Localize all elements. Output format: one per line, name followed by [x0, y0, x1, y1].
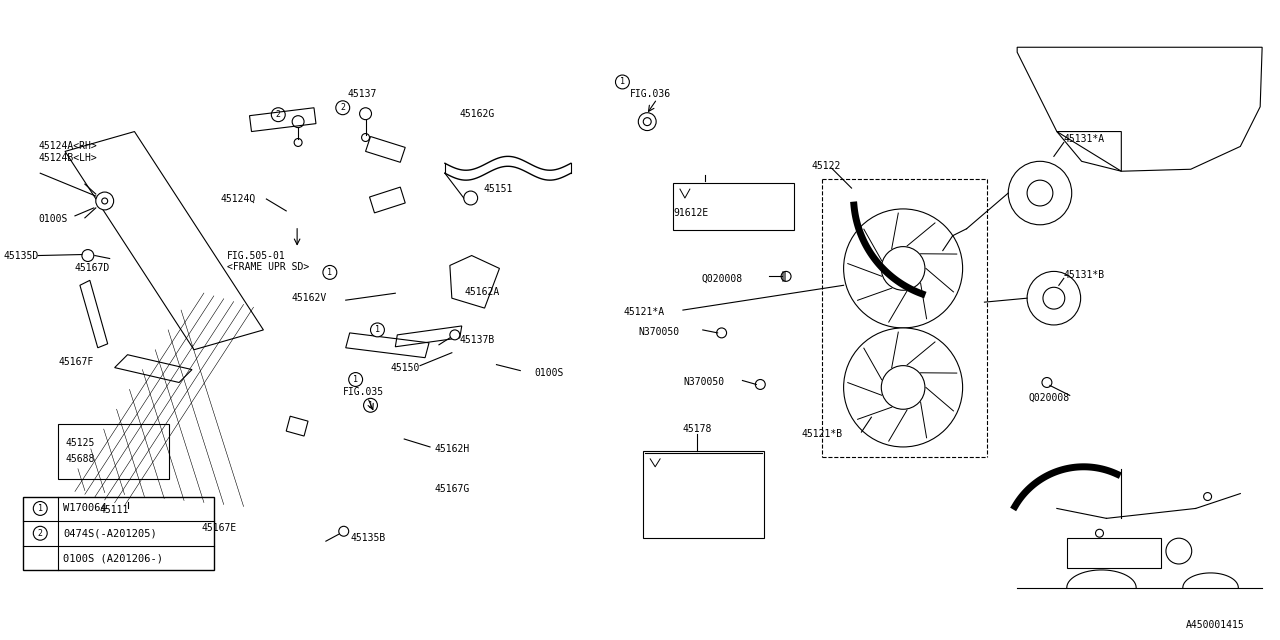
Circle shape: [294, 138, 302, 147]
Circle shape: [1043, 287, 1065, 309]
Circle shape: [616, 75, 630, 89]
Text: <FRAME UPR SD>: <FRAME UPR SD>: [227, 262, 308, 273]
Circle shape: [844, 328, 963, 447]
Circle shape: [639, 113, 657, 131]
Text: A450001415: A450001415: [1187, 620, 1245, 630]
Text: 45178: 45178: [682, 424, 712, 434]
Text: 45162H: 45162H: [435, 444, 470, 454]
Text: 45167F: 45167F: [58, 356, 93, 367]
Bar: [23, 497, 214, 570]
Circle shape: [82, 250, 93, 262]
Circle shape: [1027, 271, 1080, 325]
Circle shape: [1009, 161, 1071, 225]
Text: 45151: 45151: [484, 184, 513, 194]
Circle shape: [33, 502, 47, 515]
Text: 45124Q: 45124Q: [220, 194, 256, 204]
Text: 45121*A: 45121*A: [623, 307, 664, 317]
Circle shape: [463, 191, 477, 205]
Circle shape: [364, 398, 378, 412]
Text: FIG.505-01: FIG.505-01: [227, 250, 285, 260]
Text: 1: 1: [353, 375, 358, 384]
Text: 45162V: 45162V: [291, 293, 326, 303]
Circle shape: [339, 526, 348, 536]
Text: 45135D: 45135D: [3, 250, 38, 260]
Bar: [673, 183, 794, 230]
Text: 45122: 45122: [812, 161, 841, 172]
Text: 45124A<RH>: 45124A<RH>: [38, 141, 97, 152]
Text: 45124B<LH>: 45124B<LH>: [38, 154, 97, 163]
Text: 45688: 45688: [65, 454, 95, 464]
Text: 45150: 45150: [390, 363, 420, 372]
Text: 45167E: 45167E: [202, 524, 237, 533]
Text: 45131*B: 45131*B: [1064, 270, 1105, 280]
Text: 45137B: 45137B: [460, 335, 495, 345]
Text: 1: 1: [375, 325, 380, 335]
Text: W170064: W170064: [63, 504, 106, 513]
Text: 45162G: 45162G: [460, 109, 495, 118]
Circle shape: [1166, 538, 1192, 564]
Circle shape: [335, 101, 349, 115]
Circle shape: [882, 246, 925, 291]
Circle shape: [96, 192, 114, 210]
Text: 2: 2: [275, 110, 280, 119]
Text: 0100S: 0100S: [38, 214, 68, 224]
Text: 0100S: 0100S: [534, 367, 563, 378]
Text: 45137: 45137: [348, 89, 378, 99]
Circle shape: [101, 198, 108, 204]
Text: 0100S (A201206-): 0100S (A201206-): [63, 553, 163, 563]
Text: 45121*B: 45121*B: [803, 429, 844, 439]
Circle shape: [449, 330, 460, 340]
Bar: [58, 424, 169, 479]
Text: 45162A: 45162A: [465, 287, 500, 297]
Text: 1: 1: [328, 268, 333, 277]
Circle shape: [370, 323, 384, 337]
Circle shape: [844, 209, 963, 328]
Circle shape: [1027, 180, 1053, 206]
Text: N370050: N370050: [684, 378, 724, 387]
Circle shape: [781, 271, 791, 282]
Text: 45131*A: 45131*A: [1064, 134, 1105, 145]
Circle shape: [361, 134, 370, 141]
Circle shape: [292, 116, 305, 127]
Text: N370050: N370050: [639, 327, 680, 337]
Text: 45167G: 45167G: [435, 484, 470, 493]
Text: 45111: 45111: [100, 506, 129, 515]
Circle shape: [348, 372, 362, 387]
Text: 45125: 45125: [65, 438, 95, 448]
Text: 1: 1: [37, 504, 42, 513]
Circle shape: [1096, 529, 1103, 537]
Circle shape: [1042, 378, 1052, 387]
Circle shape: [755, 380, 765, 389]
Circle shape: [1203, 493, 1212, 500]
Text: Q020008: Q020008: [1029, 392, 1070, 403]
Circle shape: [360, 108, 371, 120]
Text: 45167D: 45167D: [74, 264, 110, 273]
Circle shape: [323, 266, 337, 279]
Text: 1: 1: [369, 401, 372, 410]
Circle shape: [33, 526, 47, 540]
Bar: [644, 451, 764, 538]
Text: 2: 2: [340, 103, 346, 112]
Circle shape: [717, 328, 727, 338]
Text: FIG.036: FIG.036: [630, 89, 672, 99]
Circle shape: [644, 118, 652, 125]
Text: 2: 2: [37, 529, 42, 538]
Circle shape: [271, 108, 285, 122]
Text: 0474S(-A201205): 0474S(-A201205): [63, 528, 157, 538]
Text: 45135B: 45135B: [351, 533, 387, 543]
Text: 1: 1: [620, 77, 625, 86]
Text: Q020008: Q020008: [701, 273, 742, 284]
Circle shape: [882, 365, 925, 409]
Bar: [1066, 538, 1161, 568]
Text: FIG.035: FIG.035: [343, 387, 384, 397]
Text: 91612E: 91612E: [673, 208, 708, 218]
